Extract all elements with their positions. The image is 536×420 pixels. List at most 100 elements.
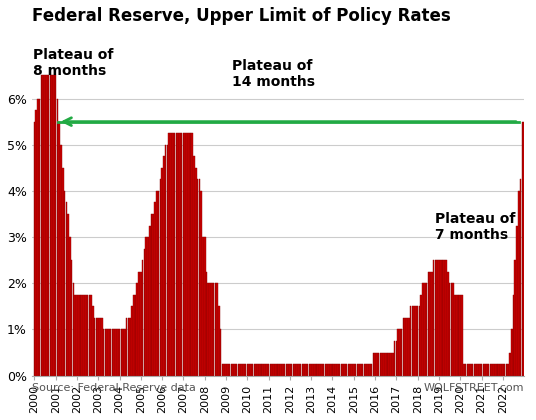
Bar xyxy=(245,364,247,375)
Bar xyxy=(424,283,426,375)
Bar xyxy=(78,295,79,375)
Bar xyxy=(195,168,197,375)
Bar xyxy=(419,306,420,375)
Bar xyxy=(346,364,347,375)
Bar xyxy=(250,364,252,375)
Bar xyxy=(504,364,505,375)
Bar xyxy=(64,191,65,375)
Bar xyxy=(392,352,393,375)
Bar xyxy=(417,306,419,375)
Bar xyxy=(252,364,254,375)
Bar xyxy=(426,283,427,375)
Bar xyxy=(534,122,535,375)
Bar xyxy=(184,133,186,375)
Bar xyxy=(436,260,438,375)
Bar xyxy=(382,352,383,375)
Bar xyxy=(316,364,317,375)
Bar xyxy=(140,272,142,375)
Bar xyxy=(220,329,221,375)
Bar xyxy=(523,122,525,375)
Bar xyxy=(168,133,170,375)
Bar xyxy=(273,364,275,375)
Bar xyxy=(508,364,509,375)
Bar xyxy=(280,364,282,375)
Bar xyxy=(312,364,314,375)
Bar xyxy=(165,145,167,375)
Bar xyxy=(485,364,486,375)
Bar xyxy=(340,364,342,375)
Bar xyxy=(91,295,92,375)
Bar xyxy=(183,133,184,375)
Bar xyxy=(222,364,224,375)
Bar xyxy=(397,329,399,375)
Bar xyxy=(456,295,458,375)
Bar xyxy=(445,260,447,375)
Text: Source: Federal Reserve data: Source: Federal Reserve data xyxy=(32,383,196,393)
Bar xyxy=(379,352,381,375)
Bar xyxy=(408,318,410,375)
Bar xyxy=(349,364,351,375)
Bar xyxy=(224,364,225,375)
Bar xyxy=(137,283,138,375)
Bar xyxy=(197,179,198,375)
Bar xyxy=(161,168,163,375)
Bar xyxy=(167,145,168,375)
Bar xyxy=(57,99,58,375)
Bar xyxy=(199,179,200,375)
Bar xyxy=(217,283,218,375)
Bar xyxy=(515,260,516,375)
Bar xyxy=(531,122,532,375)
Bar xyxy=(319,364,321,375)
Bar xyxy=(443,260,445,375)
Bar xyxy=(452,283,454,375)
Bar xyxy=(213,283,214,375)
Bar xyxy=(108,329,110,375)
Bar xyxy=(330,364,331,375)
Bar xyxy=(51,76,53,375)
Bar xyxy=(247,364,248,375)
Bar xyxy=(72,283,74,375)
Bar xyxy=(186,133,188,375)
Bar xyxy=(363,364,365,375)
Bar xyxy=(103,329,105,375)
Bar xyxy=(71,260,72,375)
Bar xyxy=(355,364,356,375)
Bar xyxy=(442,260,443,375)
Bar xyxy=(454,295,456,375)
Bar xyxy=(282,364,284,375)
Bar xyxy=(307,364,308,375)
Bar xyxy=(174,133,175,375)
Bar xyxy=(44,76,46,375)
Bar xyxy=(360,364,362,375)
Bar xyxy=(46,76,48,375)
Bar xyxy=(94,318,95,375)
Bar xyxy=(383,352,385,375)
Bar xyxy=(154,202,156,375)
Bar xyxy=(41,76,42,375)
Bar xyxy=(234,364,236,375)
Bar xyxy=(385,352,386,375)
Text: Federal Reserve, Upper Limit of Policy Rates: Federal Reserve, Upper Limit of Policy R… xyxy=(32,7,451,25)
Bar xyxy=(279,364,280,375)
Bar xyxy=(435,260,436,375)
Bar xyxy=(286,364,287,375)
Bar xyxy=(356,364,358,375)
Bar xyxy=(362,364,363,375)
Bar xyxy=(497,364,498,375)
Bar xyxy=(358,364,360,375)
Bar xyxy=(351,364,353,375)
Bar xyxy=(481,364,482,375)
Bar xyxy=(438,260,440,375)
Bar xyxy=(321,364,323,375)
Bar xyxy=(88,295,90,375)
Bar xyxy=(209,283,211,375)
Bar xyxy=(428,272,429,375)
Bar xyxy=(260,364,262,375)
Bar xyxy=(296,364,298,375)
Bar xyxy=(158,191,159,375)
Bar xyxy=(328,364,330,375)
Bar xyxy=(528,122,530,375)
Bar xyxy=(138,272,140,375)
Bar xyxy=(447,272,449,375)
Bar xyxy=(390,352,392,375)
